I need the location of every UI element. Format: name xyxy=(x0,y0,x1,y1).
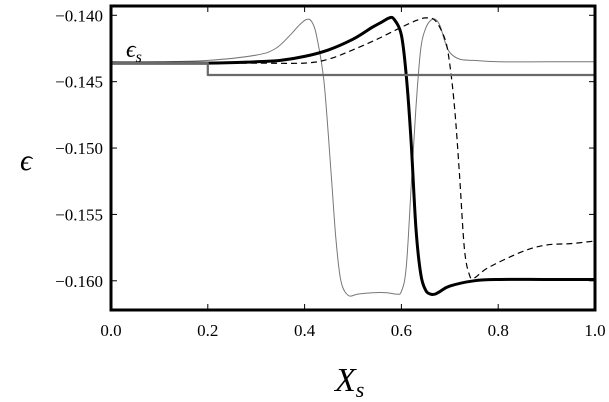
y-tick-label: −0.160 xyxy=(55,272,103,291)
x-axis-label: Xs xyxy=(333,362,364,402)
plot-frame xyxy=(109,4,597,312)
x-tick-label: 0.0 xyxy=(100,321,121,340)
y-tick-label: −0.155 xyxy=(55,205,103,224)
series-layer xyxy=(110,15,596,297)
x-tick-label: 0.8 xyxy=(488,321,509,340)
svg-text:Xs: Xs xyxy=(333,362,364,402)
annotation-main: ϵ xyxy=(126,37,137,63)
series-line-4-step xyxy=(111,62,595,77)
y-axis-label: ϵ xyxy=(20,144,34,177)
x-tick-label: 0.6 xyxy=(391,321,412,340)
epsilon-s-annotation: ϵs xyxy=(126,37,142,66)
y-tick-label: −0.145 xyxy=(55,73,103,92)
x-tick-label: 1.0 xyxy=(584,321,605,340)
x-tick-label: 0.2 xyxy=(197,321,218,340)
x-tick-label: 0.4 xyxy=(294,321,316,340)
annotation-subscript: s xyxy=(136,49,142,66)
svg-text:ϵs: ϵs xyxy=(126,37,142,66)
x-axis-label-subscript: s xyxy=(356,377,365,402)
series-line-2-dashed xyxy=(110,17,596,280)
y-tick-label: −0.150 xyxy=(55,139,103,158)
tick-layer: 0.0 0.2 0.4 0.6 0.8 1.0 −0.140 −0.145 −0.150 −0.1… xyxy=(55,6,606,340)
x-axis-label-main: X xyxy=(333,362,357,399)
y-tick-label: −0.140 xyxy=(55,6,103,25)
